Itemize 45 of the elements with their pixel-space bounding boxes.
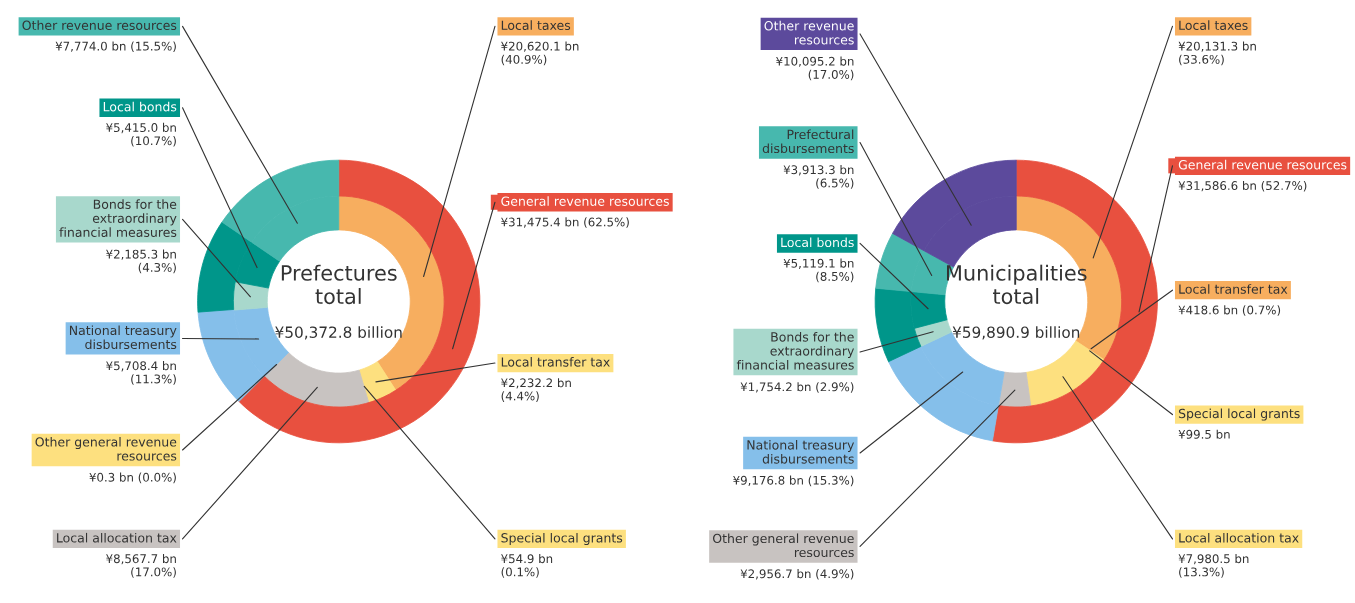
slice-label: Local taxes	[501, 20, 571, 31]
text: ¥0.3 bn (0.0%)	[89, 472, 176, 484]
slice-label: Special local grants	[1178, 408, 1300, 421]
text: ¥31,586.6 bn (52.7%)	[1178, 180, 1307, 192]
category-label: Other general revenue resources	[35, 436, 177, 461]
legend-label: General revenue resources	[1178, 159, 1347, 170]
text: ¥2,232.2 bn (4.4%)	[501, 378, 571, 402]
text: ¥2,956.7 bn (4.9%)	[740, 569, 854, 580]
slice-label: National treasury disbursements	[69, 325, 177, 350]
text: ¥1,754.2 bn (2.9%)	[740, 382, 854, 393]
text: ¥50,372.8 billion	[275, 326, 402, 340]
text: ¥20,131.3 bn (33.6%)	[1178, 41, 1256, 66]
text: ¥5,119.1 bn (8.5%)	[783, 258, 854, 283]
text: ¥7,980.5 bn (13.3%)	[1178, 554, 1249, 578]
slice-label: Bonds for the extraordinary financial measures	[59, 199, 177, 237]
legend-label: General revenue resources	[501, 196, 669, 206]
slice-label: Prefectural disbursements	[762, 129, 854, 154]
text: ¥5,708.4 bn (11.3%)	[106, 361, 176, 385]
text: ¥8,567.7 bn (17.0%)	[106, 554, 176, 578]
slice-label: Local allocation tax	[57, 532, 177, 543]
text: ¥7,774.0 bn (15.5%)	[55, 41, 176, 52]
text: ¥3,913.3 bn (6.5%)	[783, 165, 854, 189]
text: ¥2,185.3 bn (4.3%)	[106, 249, 176, 274]
text: ¥10,095.2 bn (17.0%)	[776, 56, 854, 81]
text: ¥59,890.9 billion	[952, 326, 1080, 340]
slice-label: Bonds for the extraordinary financial measures	[736, 331, 855, 370]
slice-label: Local bonds	[103, 101, 177, 112]
text: ¥54.9 bn (0.1%)	[501, 554, 553, 578]
text: ¥9,176.8 bn (15.3%)	[733, 475, 854, 487]
slice-label: National treasury disbursements	[747, 439, 855, 464]
text: ¥20,620.1 bn (40.9%)	[501, 41, 579, 66]
text: ¥31,475.4 bn (62.5%)	[501, 217, 629, 228]
slice-label: Other general revenue resources	[712, 533, 854, 558]
slice-label: Other revenue resources	[22, 20, 177, 31]
slice-label: Other revenue resources	[764, 20, 854, 45]
slice-label: Local allocation tax	[1179, 532, 1299, 543]
slice-label: Local bonds	[781, 237, 854, 248]
slice-label: Local taxes	[1179, 20, 1248, 31]
slice-label: Special local grants	[501, 532, 623, 545]
text: ¥5,415.0 bn (10.7%)	[106, 122, 176, 147]
slice-label: Local transfer tax	[501, 357, 610, 367]
slice-label: Local transfer tax	[1179, 284, 1288, 294]
text: Prefectures total	[281, 264, 397, 305]
text: ¥99.5 bn	[1178, 429, 1230, 439]
text: ¥418.6 bn (0.7%)	[1178, 305, 1281, 316]
